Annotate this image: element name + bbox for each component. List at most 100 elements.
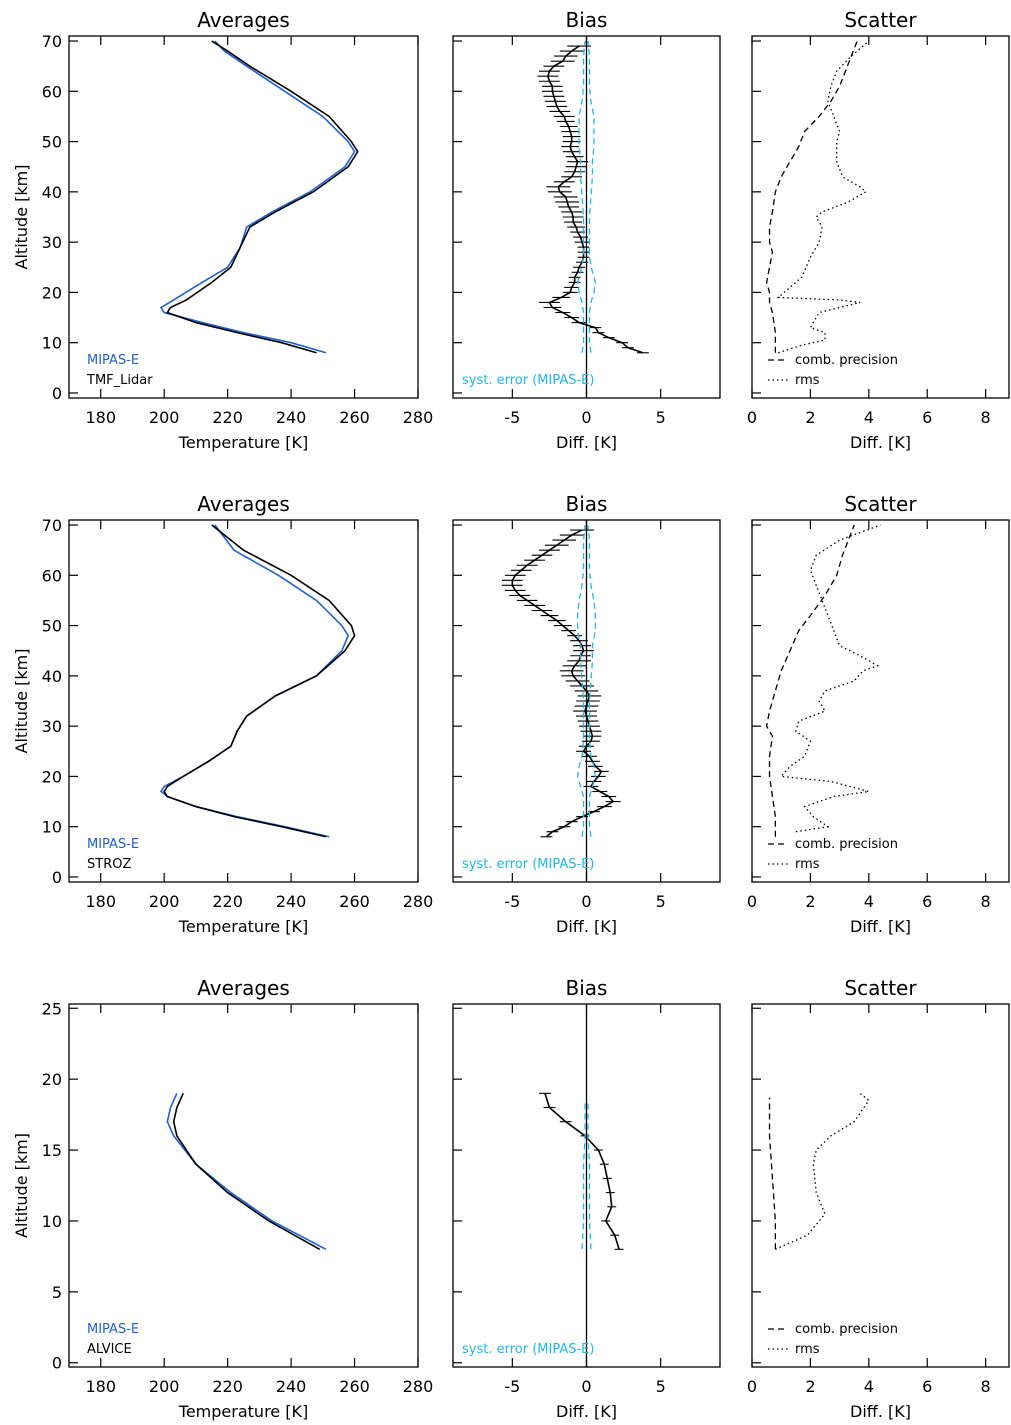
panel-scatter-row1: Scatter 0 2 4 6 8 Diff. [K] comb. precision rms: [747, 8, 1010, 452]
x-axis-label: Diff. [K]: [556, 917, 617, 936]
y-ticks: [752, 40, 761, 394]
series-mipas-e: [166, 1093, 327, 1251]
series-comb-precision: [765, 40, 858, 353]
legend: syst. error (MIPAS-E): [462, 373, 594, 388]
legend-item-mipas: MIPAS-E: [87, 353, 139, 368]
x-tick-label: 280: [403, 408, 434, 427]
series-mipas-e: [159, 524, 350, 838]
y-tick-label: 40: [42, 183, 62, 202]
panel-title: Bias: [566, 8, 608, 32]
legend-item-precision: comb. precision: [795, 1322, 898, 1337]
series-bias: [537, 45, 649, 354]
panel-averages-row1: Averages 180 200 220 240 260 280 0 10 20 30 40 50 60 7…: [12, 8, 433, 452]
y-tick-label: 60: [42, 566, 62, 585]
x-tick-label: 6: [922, 1377, 932, 1396]
legend-item-syst-error: syst. error (MIPAS-E): [462, 857, 594, 872]
legend-item-mipas: MIPAS-E: [87, 1322, 139, 1337]
y-tick-label: 0: [52, 868, 62, 887]
series-line: [547, 45, 644, 354]
x-tick-label: 0: [581, 408, 591, 427]
series-line: [768, 1097, 777, 1250]
x-tick-label: 8: [981, 408, 991, 427]
legend: MIPAS-E ALVICE: [87, 1322, 139, 1357]
y-ticks: 0 10 20 30 40 50 60 70: [42, 516, 78, 887]
y-tick-label: 50: [42, 133, 62, 152]
plot-frame: [68, 1003, 419, 1368]
series-alvice: [172, 1093, 321, 1251]
y-tick-label: 0: [52, 1354, 62, 1373]
series-bias: [539, 1092, 624, 1250]
legend: comb. precision rms: [768, 837, 898, 872]
x-tick-label: 220: [212, 892, 243, 911]
series-mipas-e: [159, 40, 356, 354]
x-axis-label: Diff. [K]: [556, 1402, 617, 1421]
y-tick-label: 70: [42, 516, 62, 535]
x-tick-label: 2: [805, 408, 815, 427]
panel-bias-row1: Bias -5 0 5 Diff. [K] syst. error (MIPAS-E): [452, 8, 721, 452]
x-tick-label: 0: [747, 408, 757, 427]
series-line: [163, 524, 356, 838]
x-tick-label: 180: [85, 1377, 116, 1396]
y-ticks: [453, 40, 462, 394]
x-tick-label: 180: [85, 408, 116, 427]
x-tick-label: 5: [656, 1377, 666, 1396]
x-tick-label: -5: [504, 892, 520, 911]
series-line: [166, 40, 359, 354]
series-line: [775, 1092, 870, 1250]
panel-title: Bias: [566, 492, 608, 516]
y-tick-label: 20: [42, 283, 62, 302]
legend-item-rms: rms: [795, 1342, 820, 1357]
panel-averages-row2: Averages 180 200 220 240 260 280 0 10 20 30 40 50 60 7…: [12, 492, 433, 936]
series-tmf-lidar: [166, 40, 359, 354]
y-axis-label: Altitude [km]: [12, 165, 31, 270]
x-axis-label: Diff. [K]: [850, 917, 911, 936]
legend-item-rms: rms: [795, 857, 820, 872]
x-tick-label: 280: [403, 1377, 434, 1396]
series-line: [765, 40, 858, 353]
panel-bias-row2: Bias -5 0 5 Diff. [K] syst. error (MIPAS-E): [452, 492, 721, 936]
x-tick-label: 200: [149, 1377, 180, 1396]
x-tick-label: 240: [276, 408, 307, 427]
legend-item-precision: comb. precision: [795, 353, 898, 368]
panel-averages-row3: Averages 180 200 220 240 260 280 0 5 10 15 20 25 Alti…: [12, 976, 433, 1421]
panel-title: Scatter: [844, 976, 917, 1000]
x-ticks: 180 200 220 240 260 280: [85, 36, 433, 427]
x-axis-label: Temperature [K]: [178, 917, 308, 936]
x-axis-label: Temperature [K]: [178, 433, 308, 452]
y-axis-label: Altitude [km]: [12, 649, 31, 754]
y-tick-label: 30: [42, 717, 62, 736]
series-comb-precision: [765, 524, 855, 837]
panel-title: Averages: [197, 492, 290, 516]
x-ticks: 0 2 4 6 8: [747, 1004, 991, 1396]
y-tick-label: 30: [42, 233, 62, 252]
x-tick-label: 8: [981, 1377, 991, 1396]
legend: comb. precision rms: [768, 1322, 898, 1357]
series-stroz: [163, 524, 356, 838]
x-axis-label: Diff. [K]: [850, 433, 911, 452]
legend: MIPAS-E TMF_Lidar: [86, 353, 153, 388]
legend-item-ground: STROZ: [87, 857, 131, 872]
panel-title: Averages: [197, 976, 290, 1000]
x-axis-label: Temperature [K]: [178, 1402, 308, 1421]
y-tick-label: 70: [42, 32, 62, 51]
x-tick-label: 200: [149, 408, 180, 427]
panel-title: Scatter: [844, 8, 917, 32]
y-axis-label: Altitude [km]: [12, 1133, 31, 1238]
x-tick-label: 260: [339, 408, 370, 427]
x-ticks: 0 2 4 6 8: [747, 36, 991, 427]
legend-item-ground: TMF_Lidar: [86, 373, 153, 388]
x-tick-label: 200: [149, 892, 180, 911]
x-tick-label: 0: [581, 892, 591, 911]
x-tick-label: 240: [276, 892, 307, 911]
series-line: [776, 40, 870, 354]
plot-frame: [452, 35, 721, 399]
y-tick-label: 40: [42, 667, 62, 686]
x-tick-label: 220: [212, 1377, 243, 1396]
series-line: [159, 40, 356, 354]
y-tick-label: 15: [42, 1141, 62, 1160]
series-line: [166, 1093, 327, 1251]
plot-frame: [751, 35, 1010, 399]
y-ticks: [752, 524, 761, 878]
panel-title: Averages: [197, 8, 290, 32]
